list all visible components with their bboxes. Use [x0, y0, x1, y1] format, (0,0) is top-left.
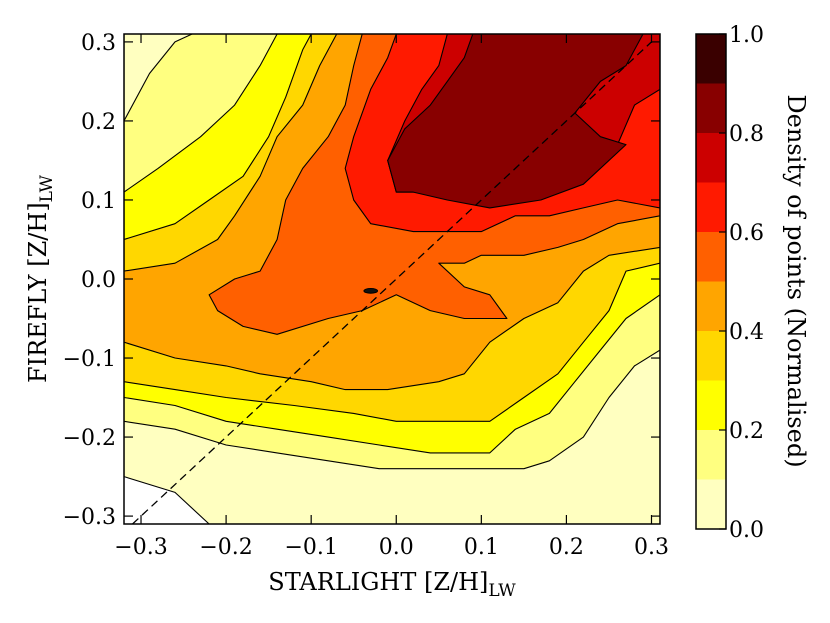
contour-layer: [124, 34, 660, 524]
colorbar-frame: [695, 33, 727, 530]
colorbar-tick-label: 0.6: [729, 221, 764, 246]
y-tick-label: −0.3: [63, 505, 116, 530]
colorbar-band: [696, 83, 726, 133]
colorbar-band: [696, 479, 726, 529]
y-axis-label: FIREFLY [Z/H]: [24, 202, 52, 383]
x-tick-label: 0.1: [464, 535, 499, 560]
colorbar-ticks: 0.0 0.2 0.4 0.6 0.8 1.0: [719, 23, 764, 543]
colorbar-tick-label: 0.8: [729, 122, 764, 147]
y-axis: −0.3 −0.2 −0.1 0.0 0.1 0.2 0.3: [63, 31, 660, 530]
x-tick-label: 0.2: [549, 535, 584, 560]
colorbar-tick-label: 0.4: [729, 320, 764, 345]
colorbar-band: [696, 380, 726, 430]
svg-text:STARLIGHT [Z/H]LW: STARLIGHT [Z/H]LW: [268, 568, 516, 601]
isolated-contour-0: [363, 287, 379, 294]
colorbar-band: [696, 182, 726, 232]
colorbar-band: [696, 34, 726, 84]
x-tick-label: 0.0: [379, 535, 414, 560]
x-tick-label: −0.1: [284, 535, 337, 560]
x-axis-label: STARLIGHT [Z/H]: [268, 568, 488, 596]
y-tick-label: 0.3: [81, 31, 116, 56]
svg-text:FIREFLY [Z/H]LW: FIREFLY [Z/H]LW: [24, 175, 57, 383]
colorbar-bands: [696, 34, 726, 529]
y-axis-title: FIREFLY [Z/H]LW: [24, 175, 57, 383]
colorbar-tick-label: 0.2: [729, 419, 764, 444]
colorbar-title: Density of points (Normalised): [782, 94, 810, 467]
colorbar-band: [696, 430, 726, 480]
y-tick-label: 0.2: [81, 110, 116, 135]
colorbar-tick-label: 1.0: [729, 23, 764, 48]
x-tick-label: −0.3: [114, 535, 167, 560]
colorbar-label: Density of points (Normalised): [782, 94, 810, 467]
colorbar-band: [696, 331, 726, 381]
identity-dashed-line: [132, 41, 652, 524]
y-axis-label-subscript: LW: [37, 175, 57, 203]
x-tick-label: 0.3: [634, 535, 669, 560]
colorbar-band: [696, 232, 726, 282]
colorbar-tick-label: 0.0: [729, 518, 764, 543]
plot-area: [123, 33, 661, 525]
y-tick-label: −0.2: [63, 426, 116, 451]
y-tick-label: 0.0: [81, 268, 116, 293]
contour-region-0.9: [387, 34, 644, 209]
colorbar-band: [696, 281, 726, 331]
colorbar-band: [696, 133, 726, 183]
x-axis: −0.3 −0.2 −0.1 0.0 0.1 0.2 0.3: [114, 34, 669, 560]
x-axis-label-subscript: LW: [488, 581, 516, 601]
x-axis-title: STARLIGHT [Z/H]LW: [268, 568, 516, 601]
colorbar: 0.0 0.2 0.4 0.6 0.8 1.0 Density of points (No…: [695, 23, 810, 543]
x-tick-label: −0.2: [199, 535, 252, 560]
y-tick-label: −0.1: [63, 347, 116, 372]
y-tick-label: 0.1: [81, 189, 116, 214]
